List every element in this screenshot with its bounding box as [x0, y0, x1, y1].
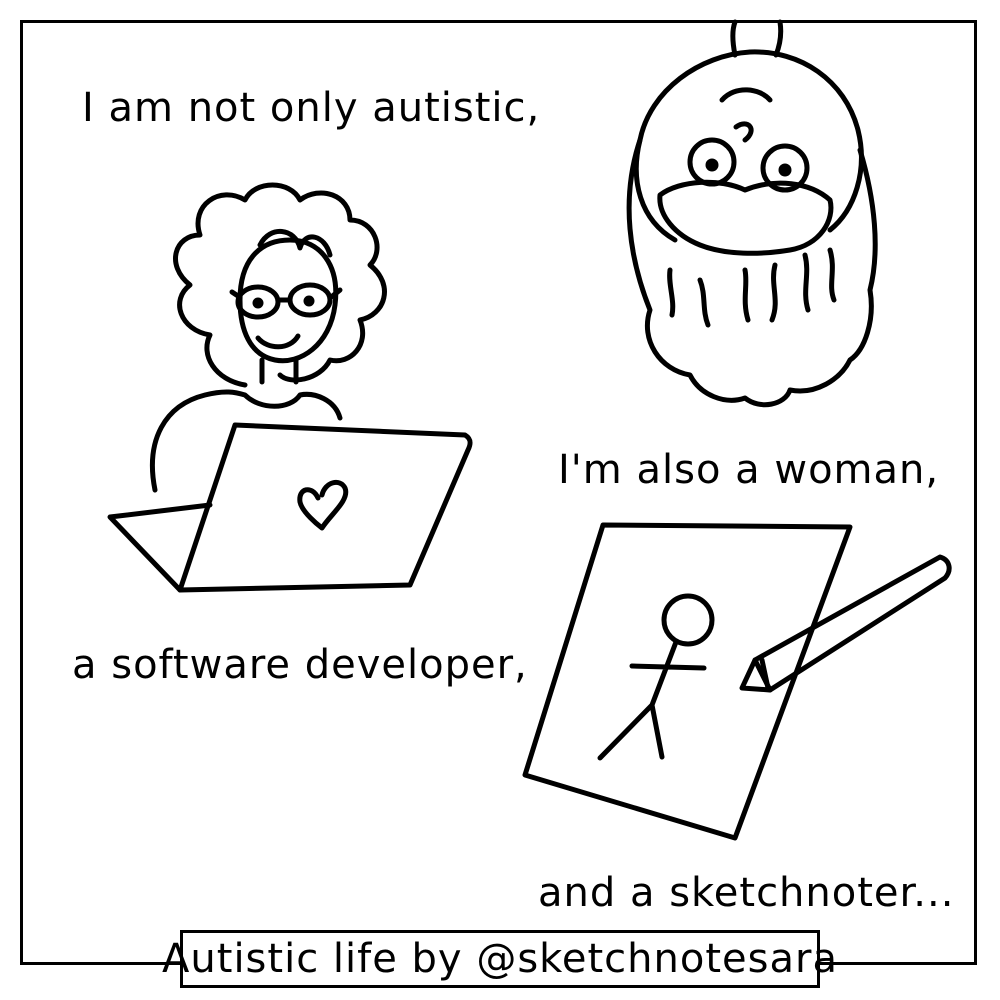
woman-illustration	[626, 19, 878, 408]
smile	[255, 333, 301, 350]
paper-sheet	[522, 522, 853, 841]
right-pupil	[778, 163, 792, 177]
hair-strands	[667, 247, 837, 328]
developer-illustration	[107, 182, 473, 593]
right-eye-outline	[760, 143, 810, 193]
sketchnoter-illustration	[522, 522, 952, 841]
neck	[259, 357, 299, 385]
mask	[657, 179, 834, 256]
glasses-icon	[229, 282, 343, 320]
stick-figure-head	[661, 593, 715, 647]
caption-software-developer: a software developer,	[72, 642, 528, 688]
head-outline	[633, 49, 864, 243]
left-eye-outline	[687, 137, 737, 187]
comic-panel-frame	[20, 20, 977, 965]
left-pupil	[705, 158, 719, 172]
face	[237, 237, 339, 364]
caption-sketchnoter: and a sketchnoter...	[538, 870, 955, 916]
laptop-screen	[177, 422, 473, 593]
credit-box: Autistic life by @sketchnotesara	[162, 930, 837, 988]
caption-woman: I'm also a woman,	[558, 447, 940, 493]
pencil-icon	[739, 554, 952, 693]
heart-icon	[297, 479, 349, 531]
caption-autistic: I am not only autistic,	[82, 85, 541, 131]
left-eye	[252, 297, 264, 309]
hair-left	[626, 137, 878, 408]
brow	[719, 87, 773, 103]
laptop-base	[107, 502, 213, 593]
bangs	[257, 228, 333, 258]
right-eye	[303, 295, 315, 307]
credit-text: Autistic life by @sketchnotesara	[162, 936, 838, 982]
curly-hair	[173, 182, 387, 388]
shoulders	[149, 389, 343, 493]
nose	[733, 121, 754, 143]
stick-figure-body	[597, 639, 707, 761]
